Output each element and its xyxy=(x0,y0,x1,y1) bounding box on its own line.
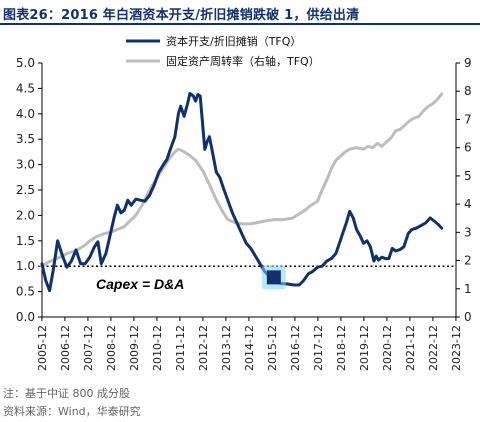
series-line-asset-turnover xyxy=(40,92,444,268)
right-tick-label: 3 xyxy=(464,225,472,239)
x-tick-label: 2023-12 xyxy=(450,325,463,371)
x-tick-label: 2015-12 xyxy=(266,325,279,371)
right-tick-label: 5 xyxy=(464,169,472,183)
title-underline xyxy=(0,23,480,25)
capex-annotation: Capex = D&A xyxy=(96,276,184,292)
x-tick-label: 2009-12 xyxy=(128,325,141,371)
x-tick-label: 2016-12 xyxy=(289,325,302,371)
left-tick-label: 5.0 xyxy=(16,56,35,70)
x-tick-label: 2012-12 xyxy=(197,325,210,371)
legend-capex-label: 资本开支/折旧摊销（TFQ） xyxy=(166,34,301,48)
legend-turnover-label: 固定资产周转率（右轴，TFQ） xyxy=(166,54,320,68)
right-tick-label: 2 xyxy=(464,254,472,268)
x-tick-label: 2013-12 xyxy=(220,325,233,371)
x-tick-label: 2008-12 xyxy=(105,325,118,371)
x-tick-label: 2005-12 xyxy=(36,325,49,371)
series-layer xyxy=(40,92,444,293)
legend: 资本开支/折旧摊销（TFQ） 固定资产周转率（右轴，TFQ） xyxy=(126,34,320,68)
right-tick-label: 8 xyxy=(464,84,472,98)
footnote: 注：基于中证 800 成分股 xyxy=(3,387,130,400)
left-tick-label: 2.0 xyxy=(16,208,35,222)
left-tick-label: 0.0 xyxy=(16,310,35,324)
right-tick-label: 9 xyxy=(464,56,472,70)
x-tick-label: 2014-12 xyxy=(243,325,256,371)
right-tick-label: 4 xyxy=(464,197,472,211)
left-tick-label: 1.0 xyxy=(16,259,35,273)
left-tick-label: 4.5 xyxy=(16,81,35,95)
highlight-marker xyxy=(266,270,281,285)
source-note: 资料来源：Wind，华泰研究 xyxy=(3,405,141,418)
x-tick-label: 2006-12 xyxy=(59,325,72,371)
x-tick-label: 2022-12 xyxy=(427,325,440,371)
x-tick-label: 2019-12 xyxy=(358,325,371,371)
x-tick-label: 2017-12 xyxy=(312,325,325,371)
x-tick-label: 2011-12 xyxy=(174,325,187,371)
right-tick-label: 1 xyxy=(464,282,472,296)
left-tick-label: 3.5 xyxy=(16,132,35,146)
left-tick-label: 2.5 xyxy=(16,183,35,197)
left-tick-label: 3.0 xyxy=(16,158,35,172)
right-tick-label: 0 xyxy=(464,310,472,324)
x-tick-label: 2010-12 xyxy=(151,325,164,371)
chart-title: 图表26：2016 年白酒资本开支/折旧摊销跌破 1，供给出清 xyxy=(3,8,360,23)
right-tick-label: 7 xyxy=(464,112,472,126)
x-tick-label: 2021-12 xyxy=(404,325,417,371)
series-line-capex-ratio xyxy=(40,92,444,293)
x-tick-label: 2020-12 xyxy=(381,325,394,371)
left-tick-label: 1.5 xyxy=(16,234,35,248)
x-tick-label: 2007-12 xyxy=(82,325,95,371)
x-tick-label: 2018-12 xyxy=(335,325,348,371)
left-tick-label: 0.5 xyxy=(16,285,35,299)
axis-layer: 0.0 0.5 1.0 1.5 2.0 2.5 3.0 3.5 4.0 4.5 5.0 0 1 2 3 4 5 6… xyxy=(16,56,472,371)
right-tick-label: 6 xyxy=(464,141,472,155)
left-tick-label: 4.0 xyxy=(16,107,35,121)
